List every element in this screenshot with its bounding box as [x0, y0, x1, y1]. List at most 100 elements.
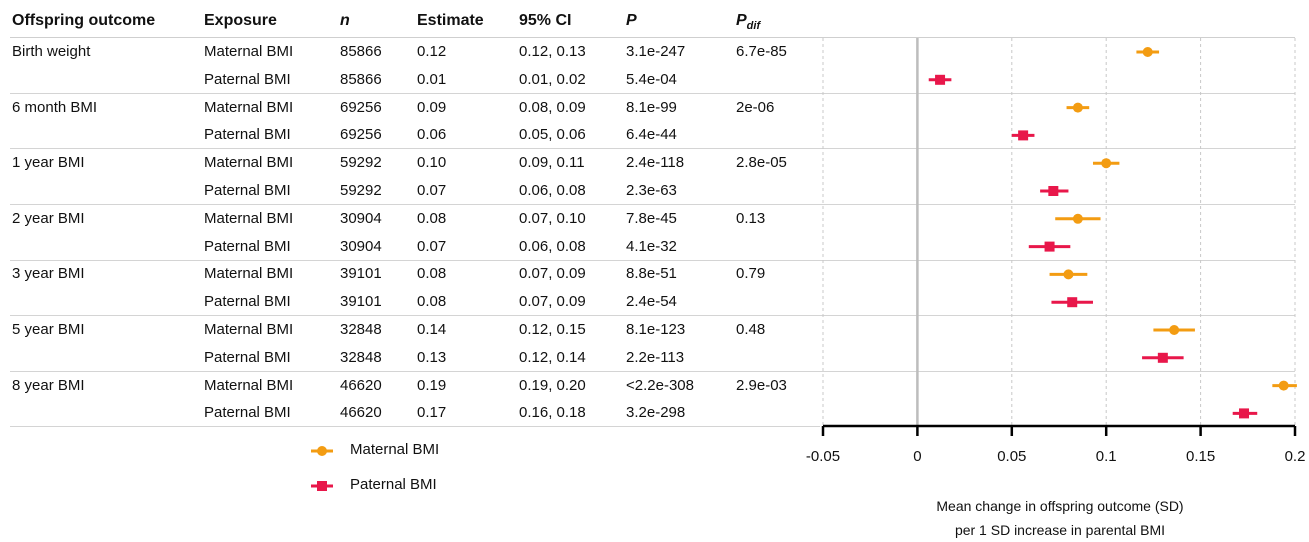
- point-estimate-maternal: [1142, 47, 1153, 57]
- x-axis-title-line1: Mean change in offspring outcome (SD): [936, 498, 1184, 514]
- point-estimate-paternal: [1044, 241, 1055, 252]
- row-exposure: Paternal BMI: [204, 182, 291, 199]
- row-ci: 0.07, 0.09: [519, 293, 586, 311]
- row-n: 85866: [340, 70, 382, 88]
- row-outcome: 1 year BMI: [12, 154, 85, 172]
- header-divider: [10, 37, 1295, 38]
- row-n: 30904: [340, 237, 382, 255]
- point-estimate-maternal: [1072, 102, 1083, 113]
- row-p-dif: 6.7e-85: [736, 43, 787, 60]
- row-estimate: 0.12: [417, 43, 447, 60]
- x-tick-label: 0.15: [1186, 448, 1215, 465]
- row-n: 59292: [340, 154, 382, 172]
- group-separator: [10, 315, 1295, 317]
- row-p: 2.4e-118: [626, 154, 685, 172]
- group-separator: [10, 259, 1295, 261]
- row-p: 2.3e-63: [626, 182, 677, 199]
- row-n: 59292: [340, 182, 382, 199]
- row-ci: 0.19, 0.20: [519, 376, 586, 394]
- row-estimate: 0.10: [417, 154, 447, 172]
- point-estimate-maternal: [1169, 325, 1180, 335]
- row-p: 7.8e-45: [626, 209, 677, 227]
- row-ci: 0.09, 0.11: [519, 154, 585, 172]
- row-p: 3.2e-298: [626, 404, 686, 422]
- row-n: 69256: [340, 126, 382, 144]
- row-exposure: Maternal BMI: [204, 265, 294, 283]
- row-n: 46620: [340, 404, 382, 422]
- header-n: n: [340, 12, 350, 29]
- x-axis-title-line2: per 1 SD increase in parental BMI: [954, 522, 1166, 538]
- row-estimate: 0.07: [417, 237, 447, 255]
- row-outcome: 8 year BMI: [12, 376, 85, 394]
- row-exposure: Paternal BMI: [204, 404, 291, 422]
- x-tick-label: 0.2: [1285, 448, 1306, 465]
- point-estimate-maternal: [1072, 213, 1083, 224]
- row-outcome: Birth weight: [12, 43, 91, 60]
- row-ci: 0.06, 0.08: [519, 237, 586, 255]
- table-bottom-rule: [10, 426, 820, 428]
- row-exposure: Maternal BMI: [204, 98, 294, 116]
- row-exposure: Maternal BMI: [204, 43, 294, 60]
- row-ci: 0.12, 0.15: [519, 321, 586, 338]
- point-estimate-paternal: [1157, 352, 1168, 363]
- row-outcome: 5 year BMI: [12, 321, 85, 338]
- row-n: 46620: [340, 376, 382, 394]
- row-outcome: 2 year BMI: [12, 209, 85, 227]
- point-estimate-paternal: [1018, 130, 1029, 141]
- row-ci: 0.06, 0.08: [519, 182, 586, 199]
- point-estimate-paternal: [935, 74, 946, 85]
- row-exposure: Paternal BMI: [204, 237, 291, 255]
- row-ci: 0.12, 0.13: [519, 43, 586, 60]
- row-ci: 0.08, 0.09: [519, 98, 586, 116]
- row-p: 8.1e-99: [626, 98, 677, 116]
- row-n: 30904: [340, 209, 382, 227]
- row-estimate: 0.17: [417, 404, 447, 422]
- x-tick-label: 0.05: [997, 448, 1026, 465]
- row-n: 69256: [340, 98, 382, 116]
- row-n: 32848: [340, 321, 382, 338]
- row-p-dif: 0.48: [736, 321, 766, 338]
- point-estimate-maternal: [1101, 158, 1112, 169]
- row-p: 2.2e-113: [626, 348, 685, 366]
- row-n: 85866: [340, 43, 382, 60]
- row-p: 6.4e-44: [626, 126, 677, 144]
- row-estimate: 0.08: [417, 209, 447, 227]
- header-exposure: Exposure: [204, 12, 277, 29]
- point-estimate-paternal: [1067, 297, 1078, 308]
- row-estimate: 0.13: [417, 348, 447, 366]
- row-p: 8.8e-51: [626, 265, 677, 283]
- row-estimate: 0.14: [417, 321, 447, 338]
- row-exposure: Paternal BMI: [204, 126, 291, 144]
- row-exposure: Paternal BMI: [204, 293, 291, 311]
- legend-label-paternal: Paternal BMI: [350, 476, 437, 493]
- x-tick-label: 0: [913, 448, 921, 465]
- row-p: <2.2e-308: [626, 376, 694, 394]
- row-ci: 0.16, 0.18: [519, 404, 586, 422]
- row-estimate: 0.08: [417, 293, 447, 311]
- header-p-dif-sub: dif: [746, 20, 761, 33]
- row-ci: 0.07, 0.09: [519, 265, 586, 283]
- x-tick-label: 0.1: [1096, 448, 1117, 465]
- group-separator: [10, 92, 1295, 94]
- row-estimate: 0.07: [417, 182, 447, 199]
- row-ci: 0.12, 0.14: [519, 348, 586, 366]
- point-estimate-maternal: [1063, 269, 1074, 280]
- row-estimate: 0.01: [417, 70, 447, 88]
- point-estimate-paternal: [1239, 408, 1250, 419]
- row-exposure: Maternal BMI: [204, 154, 294, 172]
- row-p: 4.1e-32: [626, 237, 677, 255]
- row-exposure: Paternal BMI: [204, 70, 291, 88]
- row-p-dif: 0.79: [736, 265, 766, 283]
- row-exposure: Maternal BMI: [204, 321, 294, 338]
- row-n: 32848: [340, 348, 382, 366]
- row-p-dif: 2.9e-03: [736, 376, 787, 394]
- header-outcome: Offspring outcome: [12, 12, 156, 29]
- header-p-dif-main: P: [736, 12, 747, 29]
- group-separator: [10, 370, 1295, 372]
- header-estimate: Estimate: [417, 12, 484, 29]
- row-n: 39101: [340, 265, 382, 283]
- group-separator: [10, 148, 1295, 150]
- row-p: 3.1e-247: [626, 43, 686, 60]
